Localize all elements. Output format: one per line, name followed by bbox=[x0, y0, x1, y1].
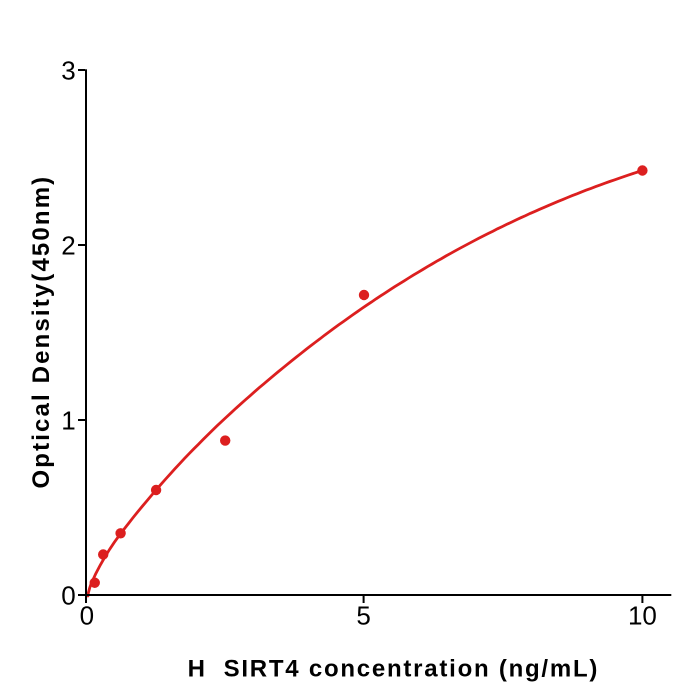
svg-text:5: 5 bbox=[356, 601, 370, 631]
svg-text:10: 10 bbox=[628, 601, 657, 631]
svg-text:3: 3 bbox=[61, 56, 75, 86]
svg-text:Optical Density(450nm): Optical Density(450nm) bbox=[28, 175, 55, 489]
svg-text:1: 1 bbox=[61, 406, 75, 436]
svg-text:0: 0 bbox=[80, 601, 94, 631]
svg-text:H SIRT4 concentration (ng/mL): H SIRT4 concentration (ng/mL) bbox=[188, 656, 599, 683]
svg-text:0: 0 bbox=[61, 581, 75, 611]
svg-text:2: 2 bbox=[61, 231, 75, 261]
